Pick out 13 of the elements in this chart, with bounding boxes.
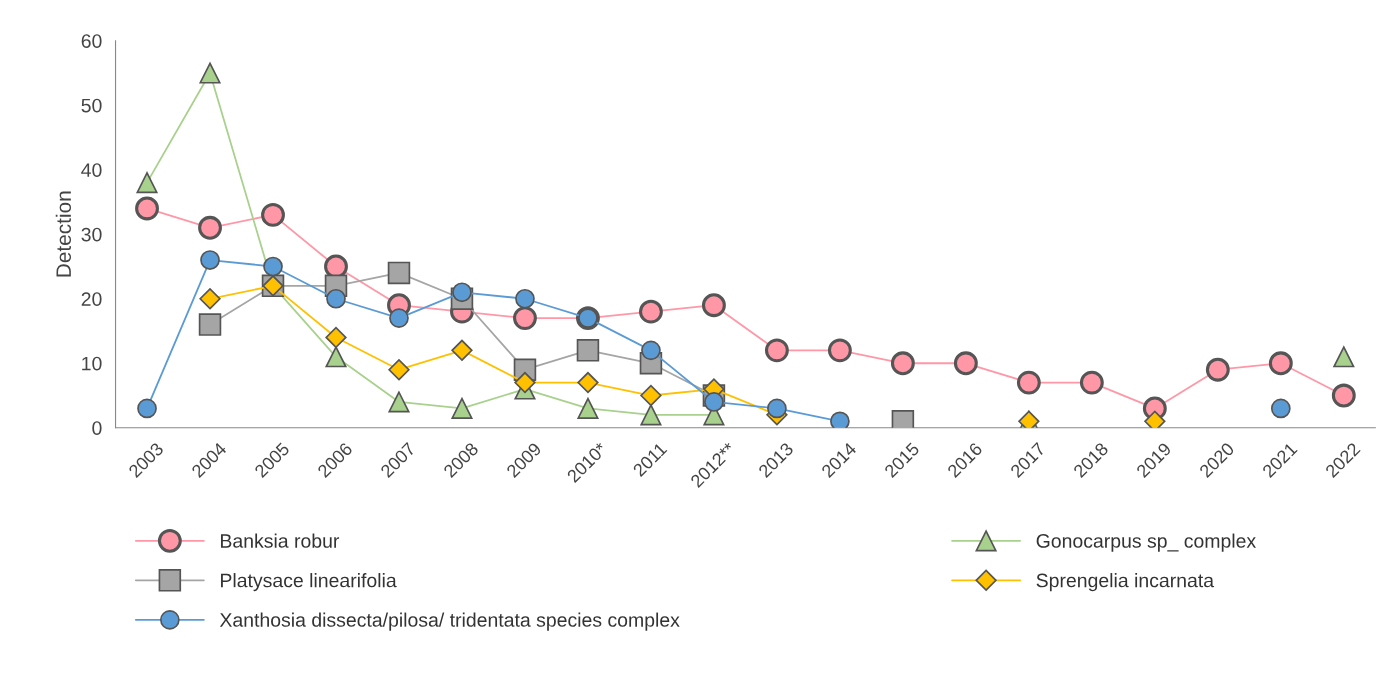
y-tick-label: 50 [81,98,102,113]
y-tick-label: 30 [81,227,102,242]
y-axis-title: Detection [55,191,72,277]
legend-label: Platysace linearifolia [221,573,397,592]
legend-label: Xanthosia dissecta/pilosa/ tridentata species complex [219,612,680,631]
y-tick-label: 60 [81,34,102,48]
legend-label: Banksia robur [221,533,340,548]
y-tick-label: 40 [81,163,102,177]
legend-label: Sprengelia incarnata [1036,573,1215,592]
legend-label: Gonocarpus sp_ complex [1036,533,1256,552]
y-tick-label: 10 [82,356,102,371]
y-tick-label: 0 [92,421,102,436]
y-tick-label: 20 [81,292,102,306]
